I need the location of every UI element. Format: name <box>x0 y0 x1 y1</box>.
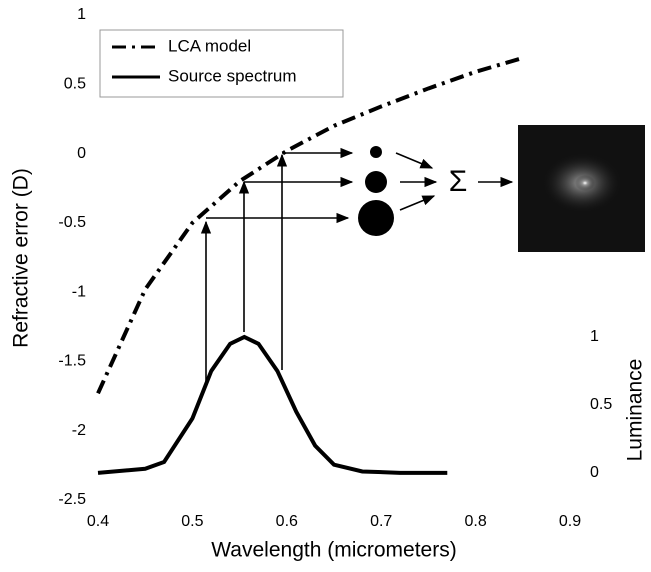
y-tick-label: 0.5 <box>64 76 86 93</box>
legend-label: LCA model <box>168 36 251 55</box>
y2-tick-label: 0 <box>590 464 599 481</box>
y-tick-label: -2.5 <box>58 491 86 508</box>
x-tick-label: 0.8 <box>464 513 486 530</box>
y2-tick-label: 1 <box>590 328 599 345</box>
y2-axis-label: Luminance <box>624 359 647 462</box>
y-tick-label: -0.5 <box>58 214 86 231</box>
series-line <box>97 334 448 475</box>
y-tick-label: -1.5 <box>58 353 86 370</box>
x-tick-label: 0.6 <box>276 513 298 530</box>
series-line <box>96 56 524 395</box>
y-tick-label: -2 <box>72 422 86 439</box>
y2-tick-label: 0.5 <box>590 396 612 413</box>
legend-label: Source spectrum <box>168 66 297 85</box>
x-tick-label: 0.7 <box>370 513 392 530</box>
y-tick-label: -1 <box>72 283 86 300</box>
arrow <box>399 195 436 211</box>
legend <box>99 29 344 98</box>
diagram <box>200 125 645 385</box>
y-tick-label: 0 <box>77 145 86 162</box>
blur-circle <box>365 171 387 193</box>
arrow <box>395 152 434 169</box>
y-tick-label: 1 <box>77 6 86 23</box>
blur-circle <box>370 146 382 158</box>
x-tick-label: 0.9 <box>559 513 581 530</box>
blur-circle <box>358 200 394 236</box>
x-tick-label: 0.4 <box>87 513 109 530</box>
y-axis-label: Refractive error (D) <box>10 168 33 348</box>
x-tick-label: 0.5 <box>181 513 203 530</box>
psf-spot <box>575 175 595 191</box>
sum-symbol: Σ <box>449 165 468 198</box>
x-axis-label: Wavelength (micrometers) <box>211 539 456 562</box>
